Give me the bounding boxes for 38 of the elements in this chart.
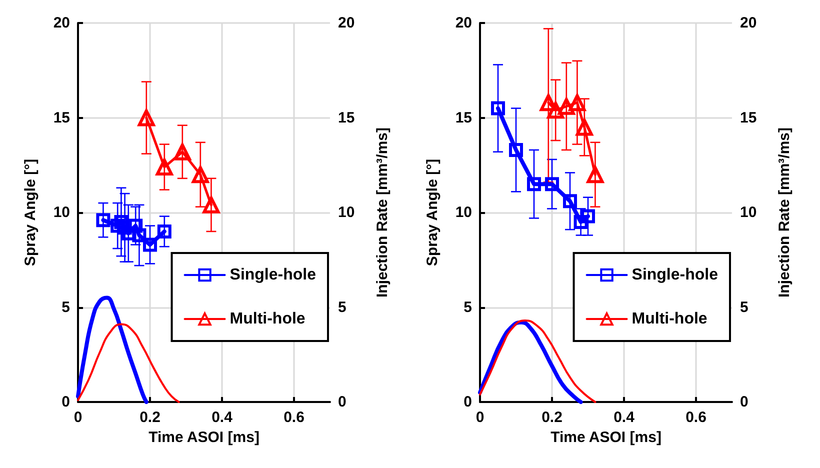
legend-label: Single-hole — [230, 266, 316, 284]
y-tick-label: 5 — [62, 298, 70, 316]
y-tick-label: 10 — [53, 204, 70, 221]
y-axis-title: Spray Angle [°] — [424, 158, 441, 266]
x-axis-title: Time ASOI [ms] — [550, 429, 662, 446]
y-tick-label: 0 — [464, 394, 472, 410]
legend-label: Single-hole — [632, 266, 718, 284]
x-tick-label: 0.6 — [284, 409, 304, 426]
y2-tick-label: 5 — [338, 298, 346, 316]
x-tick-label: 0.2 — [140, 409, 160, 426]
y-tick-label: 15 — [455, 109, 472, 126]
x-tick-label: 0.4 — [212, 409, 234, 426]
y2-tick-label: 15 — [740, 109, 757, 126]
x-tick-label: 0 — [74, 409, 82, 426]
y2-tick-label: 20 — [740, 14, 757, 32]
legend-label: Multi-hole — [632, 310, 708, 328]
y-tick-label: 20 — [53, 14, 70, 32]
x-tick-label: 0.4 — [614, 409, 636, 426]
y2-tick-label: 10 — [740, 204, 757, 221]
legend-label: Multi-hole — [230, 310, 306, 328]
y2-axis-title: Injection Rate [mm³/ms] — [374, 127, 391, 298]
x-tick-label: 0.6 — [686, 409, 706, 426]
y-tick-label: 20 — [455, 14, 472, 32]
y2-tick-label: 5 — [740, 298, 748, 316]
y2-tick-label: 0 — [338, 394, 346, 410]
x-tick-label: 0.2 — [542, 409, 562, 426]
y-tick-label: 10 — [455, 204, 472, 221]
y2-tick-label: 0 — [740, 394, 748, 410]
y2-tick-label: 15 — [338, 109, 355, 126]
x-axis-title: Time ASOI [ms] — [148, 429, 260, 446]
y2-axis-title: Injection Rate [mm³/ms] — [776, 127, 793, 298]
y-tick-label: 15 — [53, 109, 70, 126]
y-tick-label: 0 — [62, 394, 70, 410]
y-axis-title: Spray Angle [°] — [22, 158, 39, 266]
y2-tick-label: 20 — [338, 14, 355, 32]
y2-tick-label: 10 — [338, 204, 355, 221]
y-tick-label: 5 — [464, 298, 472, 316]
x-tick-label: 0 — [476, 409, 484, 426]
